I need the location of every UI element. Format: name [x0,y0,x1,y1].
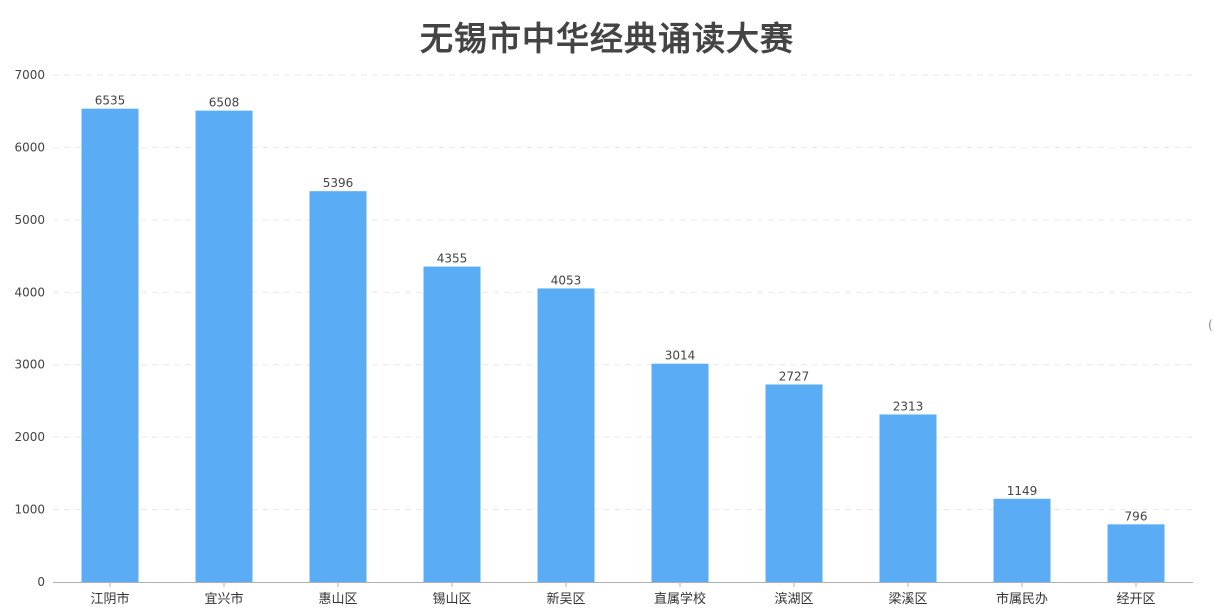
data-label: 796 [1125,509,1148,523]
bar[interactable] [879,414,937,582]
data-label: 6508 [209,96,240,110]
bar[interactable] [81,108,139,582]
data-labels: 6535 6508 5396 4355 4053 3014 2727 2313 1149 796 [95,94,1148,524]
data-label: 4053 [551,273,582,287]
chart-title: 无锡市中华经典诵读大赛 [420,19,794,58]
data-label: 3014 [665,349,696,363]
x-tick-label: 惠山区 [318,592,357,607]
data-label: 4355 [437,252,468,266]
data-label: 5396 [323,176,354,190]
data-label: 2313 [893,399,924,413]
x-tick-label: 宜兴市 [204,591,243,607]
bar[interactable] [993,498,1051,582]
x-tick-label: 直属学校 [654,591,706,607]
axes: 0 1000 2000 3000 4000 5000 6000 7000 江阴市 宜兴市 惠山区 锡山… [14,68,1193,607]
y-tick-label: 2000 [14,430,45,444]
bar[interactable] [765,384,823,582]
bar[interactable] [1107,524,1165,582]
bar[interactable] [651,363,709,582]
y-tick-label: 7000 [14,68,45,82]
edge-glyph: ( [1208,318,1213,332]
x-tick-label: 锡山区 [432,592,471,607]
y-tick-label: 4000 [14,285,45,299]
y-tick-label: 6000 [14,140,45,154]
data-label: 2727 [779,369,810,383]
bar[interactable] [195,110,253,582]
y-tick-label: 1000 [14,503,45,517]
x-tick-label: 江阴市 [90,591,129,607]
x-tick-label: 新吴区 [546,591,585,607]
bar[interactable] [537,288,595,582]
x-tick-label: 市属民办 [996,591,1048,607]
bars [81,108,1165,583]
bar[interactable] [309,191,367,583]
data-label: 6535 [95,94,126,108]
y-tick-label: 3000 [14,358,45,372]
y-tick-label: 5000 [14,213,45,227]
x-tick-label: 经开区 [1116,592,1155,607]
data-label: 1149 [1007,484,1038,498]
x-tick-label: 滨湖区 [774,591,813,607]
x-tick-label: 梁溪区 [888,592,927,607]
y-tick-label: 0 [37,575,45,589]
bar[interactable] [423,266,481,582]
